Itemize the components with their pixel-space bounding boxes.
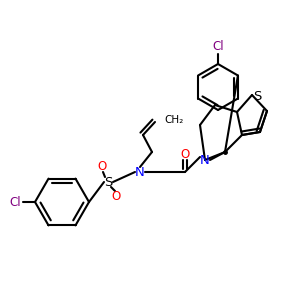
- Text: Cl: Cl: [212, 40, 224, 52]
- Text: CH₂: CH₂: [164, 115, 183, 125]
- Text: Cl: Cl: [9, 196, 21, 208]
- Text: S: S: [253, 91, 261, 103]
- Text: O: O: [111, 190, 121, 202]
- Text: N: N: [135, 166, 145, 178]
- Text: O: O: [98, 160, 106, 173]
- Text: N: N: [200, 154, 210, 166]
- Text: O: O: [180, 148, 190, 161]
- Text: S: S: [104, 176, 112, 188]
